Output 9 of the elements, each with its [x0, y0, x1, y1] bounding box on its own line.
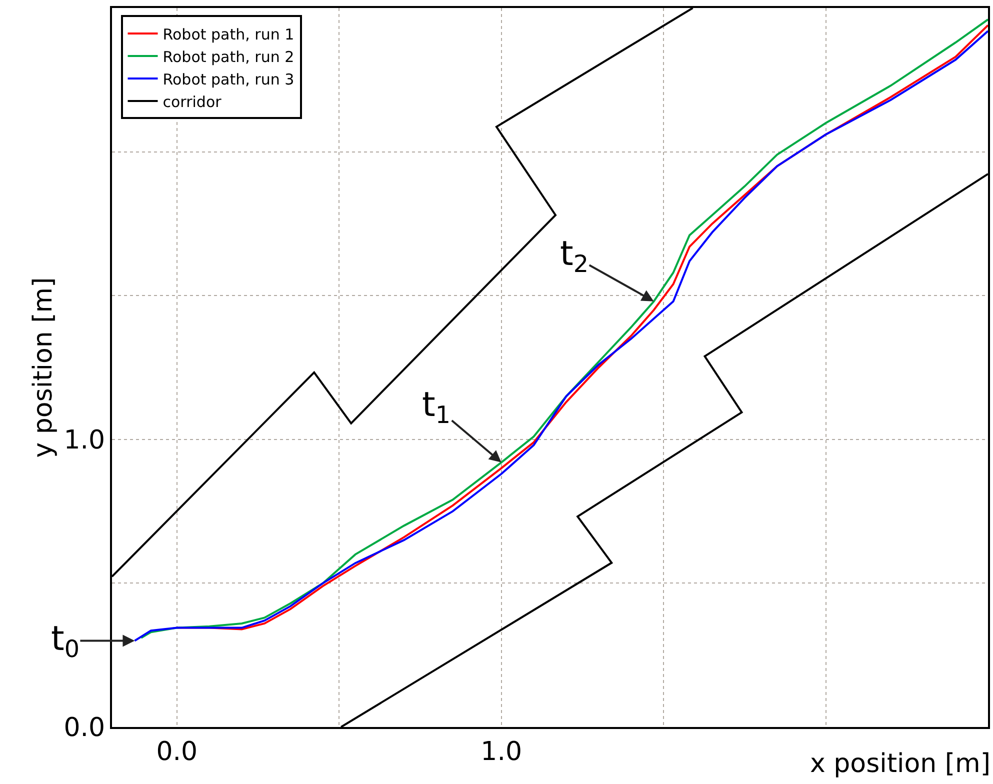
legend-label: Robot path, run 3: [162, 70, 294, 88]
annotation: t$_{0}$: [51, 619, 80, 664]
annotation: t$_{2}$: [560, 234, 588, 278]
legend-label: Robot path, run 1: [162, 25, 294, 44]
x-axis-title: x position [m]: [810, 749, 991, 779]
y-axis-title: y position [m]: [28, 277, 59, 458]
legend-label: corridor: [162, 92, 222, 111]
annotation: t$_{1}$: [422, 385, 450, 430]
legend-label: Robot path, run 2: [162, 48, 294, 66]
